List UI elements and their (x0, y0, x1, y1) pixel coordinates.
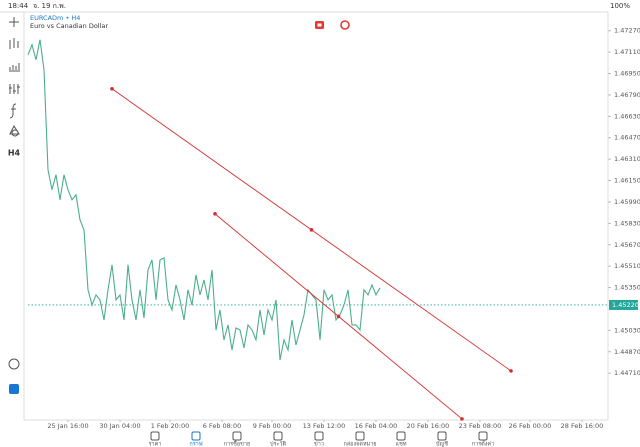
nav-icon[interactable] (396, 431, 406, 441)
nav-label[interactable]: บัญชี (436, 441, 448, 447)
x-tick-label: 28 Feb 16:00 (561, 422, 604, 430)
y-tick-label: 1.45030 (614, 326, 640, 334)
y-tick-label: 1.44710 (614, 369, 640, 377)
y-tick-label: 1.44870 (614, 348, 640, 356)
status-time: 18:44 (8, 2, 29, 10)
y-tick-label: 1.45670 (614, 241, 640, 249)
x-tick-label: 25 Jan 16:00 (47, 422, 88, 430)
x-tick-label: 9 Feb 00:00 (253, 422, 292, 430)
x-tick-label: 26 Feb 00:00 (509, 422, 552, 430)
x-tick-label: 6 Feb 08:00 (203, 422, 242, 430)
bars-tool[interactable] (9, 63, 20, 72)
x-tick-label: 23 Feb 08:00 (459, 422, 502, 430)
y-tick-label: 1.46790 (614, 91, 640, 99)
y-tick-label: 1.47110 (614, 48, 640, 56)
nav-label[interactable]: กล่องจดหมาย (343, 442, 376, 447)
y-tick-label: 1.46630 (614, 112, 640, 120)
indicators-tool[interactable] (9, 84, 20, 94)
trendline-midpoint (336, 314, 341, 319)
nav-label[interactable]: การตั้งค่า (472, 440, 494, 447)
function-tool[interactable] (9, 103, 17, 119)
symbol: EURCADm • H4 (30, 14, 80, 22)
nav-icon[interactable] (191, 431, 201, 441)
speed-tool[interactable] (8, 358, 20, 370)
x-tick-label: 1 Feb 20:00 (151, 422, 190, 430)
x-tick-label: 30 Jan 04:00 (99, 422, 140, 430)
indicator-icon[interactable] (340, 20, 350, 30)
crosshair-tool[interactable] (9, 17, 19, 27)
y-tick-label: 1.45350 (614, 284, 640, 292)
candles-tool[interactable] (9, 38, 19, 49)
price-line (27, 39, 381, 361)
y-tick-label: 1.46150 (614, 177, 640, 185)
nav-icon[interactable] (437, 431, 447, 441)
nav-label[interactable]: ข่าว (314, 442, 324, 447)
nav-label[interactable]: กราฟ (189, 441, 202, 447)
nav-icon[interactable] (355, 431, 365, 441)
current-price-label: 1.45220 (612, 301, 639, 309)
nav-icon[interactable] (478, 431, 488, 441)
trendline-point (110, 86, 114, 91)
y-tick-label: 1.46310 (614, 155, 640, 163)
nav-label[interactable]: แชท (396, 441, 407, 447)
y-tick-label: 1.45990 (614, 198, 640, 206)
symbol-description: Euro vs Canadian Dollar (30, 22, 108, 30)
app-icon[interactable] (9, 384, 19, 394)
x-tick-label: 16 Feb 04:00 (355, 422, 398, 430)
trendline-point (213, 212, 217, 216)
nav-icon[interactable] (314, 431, 324, 441)
nav-icon[interactable] (232, 431, 242, 441)
y-tick-label: 1.45510 (614, 262, 640, 270)
timeframe[interactable]: H4 (8, 149, 21, 158)
x-tick-label: 13 Feb 12:00 (303, 422, 346, 430)
y-tick-label: 1.46470 (614, 134, 640, 142)
status-battery: 100% (610, 2, 630, 10)
y-tick-label: 1.46950 (614, 70, 640, 78)
y-tick-label: 1.47270 (614, 27, 640, 35)
one-click-icon-inner (317, 23, 322, 27)
sidebar-tools: H4 (8, 17, 21, 394)
y-tick-label: 1.45830 (614, 219, 640, 227)
trendline-point (509, 369, 513, 373)
nav-icon[interactable] (150, 431, 160, 441)
status-date: จ. 19 ก.พ. (33, 2, 66, 10)
trendline-midpoint (309, 228, 314, 232)
x-tick-label: 20 Feb 16:00 (407, 422, 450, 430)
nav-label[interactable]: ราคา (149, 442, 162, 447)
shapes-tool[interactable] (9, 124, 20, 137)
trendline-point (460, 417, 464, 421)
nav-label[interactable]: การซื้อขาย (224, 440, 250, 447)
current-price-box (609, 299, 638, 310)
nav-icon[interactable] (273, 431, 283, 441)
nav-label[interactable]: ประวัติ (270, 441, 286, 447)
